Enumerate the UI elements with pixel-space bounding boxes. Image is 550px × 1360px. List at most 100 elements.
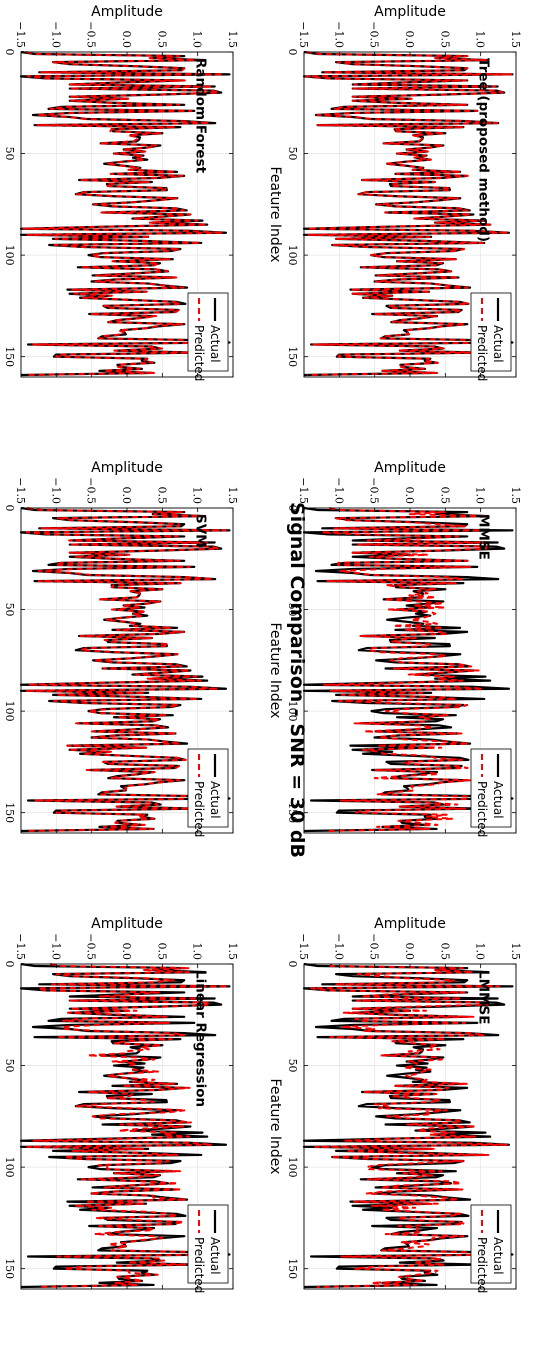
x-axis-label: Feature Index [267,623,283,719]
figure-suptitle: Signal Comparison - SNR = 30 dB [286,502,308,858]
x-tick-label: 100 [3,1157,16,1178]
y-tick-label: −0.5 [85,21,98,48]
panel-title: MMSE [476,514,492,560]
x-tick-label: 100 [286,701,299,722]
x-tick-label: 150 [286,1258,299,1279]
y-tick-label: 1.5 [509,943,522,961]
panel-title: LMMSE [476,970,492,1024]
y-tick-label: −1.0 [49,21,62,48]
x-tick-label: 50 [286,147,299,161]
y-tick-label: 1.0 [191,943,204,961]
y-tick-label: 1.0 [191,487,204,505]
x-tick-label: 0 [3,505,16,512]
y-tick-label: 1.0 [191,31,204,49]
y-tick-label: 0.5 [155,487,168,505]
legend-label-actual: Actual [208,325,222,363]
x-tick-label: 100 [3,245,16,266]
x-tick-label: 100 [286,245,299,266]
x-tick-label: 150 [286,802,299,823]
y-tick-label: 0.0 [403,943,416,961]
y-tick-label: −1.5 [14,933,27,960]
x-tick-label: 0 [286,961,299,968]
legend-label-predicted: Predicted [192,325,206,381]
y-tick-label: 0.5 [155,943,168,961]
y-tick-label: 1.5 [509,487,522,505]
legend-label-predicted: Predicted [192,781,206,837]
x-tick-label: 50 [3,1059,16,1073]
y-tick-label: 1.5 [509,31,522,49]
y-axis-label: Amplitude [91,4,163,20]
y-tick-label: 0.0 [120,487,133,505]
y-tick-label: 1.0 [474,487,487,505]
legend-label-actual: Actual [208,1237,222,1275]
y-tick-label: −0.5 [368,933,381,960]
legend-label-actual: Actual [491,781,505,819]
y-tick-label: 0.5 [155,31,168,49]
x-tick-label: 150 [3,1258,16,1279]
x-tick-label: 0 [286,505,299,512]
panel-title: Random Forest [193,58,209,174]
x-tick-label: 150 [286,346,299,367]
y-tick-label: −0.5 [85,933,98,960]
x-tick-label: 50 [286,603,299,617]
subplot-6: 050100150−1.5−1.0−0.50.00.51.01.5Feature… [3,916,239,1293]
x-tick-label: 100 [3,701,16,722]
y-tick-label: 1.5 [226,487,239,505]
y-tick-label: 0.0 [403,487,416,505]
y-tick-label: −0.5 [368,477,381,504]
subplot-5: 050100150−1.5−1.0−0.50.00.51.01.5Feature… [3,460,239,837]
y-tick-label: 1.0 [474,943,487,961]
x-axis-label: Feature Index [267,1079,283,1175]
x-tick-label: 0 [3,961,16,968]
y-tick-label: 0.5 [438,943,451,961]
subplot-1: 0 50 100 150 −1.5 −1.0 −0.5 0.0 0.5 1.0 1.5 Feature… [267,4,522,381]
y-tick-label: 0.0 [120,943,133,961]
y-tick-label: −0.5 [368,21,381,48]
y-tick-label: 0.5 [438,487,451,505]
y-tick-label: −1.0 [332,21,345,48]
y-tick-label: 1.5 [226,31,239,49]
y-tick-label: 0.0 [403,31,416,49]
legend-label-actual: Actual [491,1237,505,1275]
y-tick-label: 0.5 [438,31,451,49]
y-tick-label: −1.5 [297,21,310,48]
y-axis-label: Amplitude [91,916,163,932]
y-tick-label: −0.5 [85,477,98,504]
legend-label-predicted: Predicted [475,1237,489,1293]
legend-label-actual: Actual [208,781,222,819]
x-tick-label: 150 [3,802,16,823]
subplot-3: 0 50 100 150 −1.5 −1.0 −0.5 0.0 0.5 1.0 1.5 Feature… [267,916,522,1293]
y-axis-label: Amplitude [374,460,446,476]
x-tick-label: 0 [286,49,299,56]
y-tick-label: −1.5 [297,477,310,504]
y-axis-label: Amplitude [91,460,163,476]
y-axis-label: Amplitude [374,916,446,932]
y-tick-label: 0.0 [120,31,133,49]
y-tick-label: −1.0 [332,477,345,504]
series-predicted-line [310,963,508,1288]
subplot-4: 050100150−1.5−1.0−0.50.00.51.01.5Feature… [3,4,239,381]
y-tick-label: −1.5 [14,477,27,504]
x-tick-label: 50 [3,147,16,161]
x-axis-label: Feature Index [267,167,283,263]
panel-title: SVM [193,514,209,548]
x-tick-label: 0 [3,49,16,56]
legend-label-actual: Actual [491,325,505,363]
y-tick-label: −1.0 [332,933,345,960]
series-predicted-line [320,507,511,832]
y-tick-label: −1.5 [14,21,27,48]
x-tick-label: 150 [3,346,16,367]
series-predicted-line [26,963,230,1288]
y-tick-label: 1.5 [226,943,239,961]
series-predicted-line [24,507,228,832]
y-tick-label: −1.0 [49,477,62,504]
x-tick-label: 50 [286,1059,299,1073]
series-actual-line [19,50,231,377]
subplot-2: 0 50 100 150 −1.5 −1.0 −0.5 0.0 0.5 1.0 1.5 Feature… [267,460,522,837]
panel-title: Linear Regression [193,970,209,1107]
